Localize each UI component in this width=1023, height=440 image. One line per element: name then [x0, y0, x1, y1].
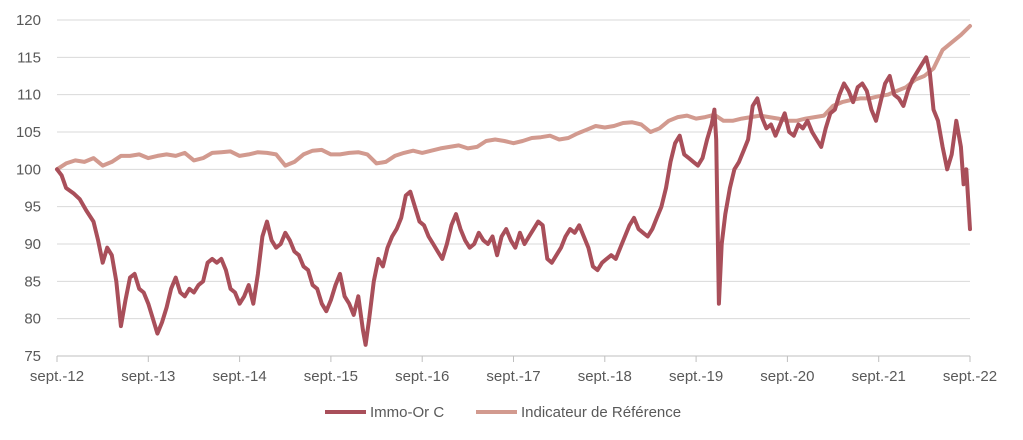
y-tick-label: 105: [16, 124, 41, 141]
y-tick-label: 100: [16, 161, 41, 178]
legend: Immo-Or C Indicateur de Référence: [325, 404, 681, 421]
y-tick-label: 110: [17, 87, 41, 104]
x-tick-label: sept.-17: [486, 368, 540, 385]
x-tick-label: sept.-20: [760, 368, 814, 385]
legend-label-indicateur-de-reference: Indicateur de Référence: [521, 404, 681, 421]
x-tick-label: sept.-19: [669, 368, 723, 385]
gridlines: [57, 19, 970, 320]
y-axis-tick-labels: 75 80 85 90 95 100 105 110 115 120: [16, 12, 41, 365]
x-tick-label: sept.-14: [212, 368, 266, 385]
x-tick-label: sept.-21: [852, 368, 906, 385]
x-tick-label: sept.-13: [121, 368, 175, 385]
y-tick-label: 115: [17, 49, 41, 66]
x-tick-label: sept.-18: [578, 368, 632, 385]
series-line-indicateur-de-reference: [55, 24, 972, 172]
x-tick-label: sept.-15: [304, 368, 358, 385]
y-tick-label: 80: [24, 311, 41, 328]
y-tick-label: 95: [24, 199, 41, 216]
y-tick-label: 85: [24, 273, 41, 290]
x-tick-label: sept.-16: [395, 368, 449, 385]
series-line-immo-or-c: [55, 55, 972, 347]
data-series: [55, 24, 972, 347]
x-tick-label: sept.-22: [943, 368, 997, 385]
x-axis-tick-labels: sept.-12 sept.-13 sept.-14 sept.-15 sept.-16…: [30, 368, 997, 385]
y-tick-label: 120: [16, 12, 41, 29]
x-tick-label: sept.-12: [30, 368, 84, 385]
y-tick-label: 75: [24, 348, 41, 365]
y-tick-label: 90: [24, 236, 41, 253]
legend-label-immo-or-c: Immo-Or C: [370, 404, 444, 421]
x-axis: [56, 355, 971, 362]
